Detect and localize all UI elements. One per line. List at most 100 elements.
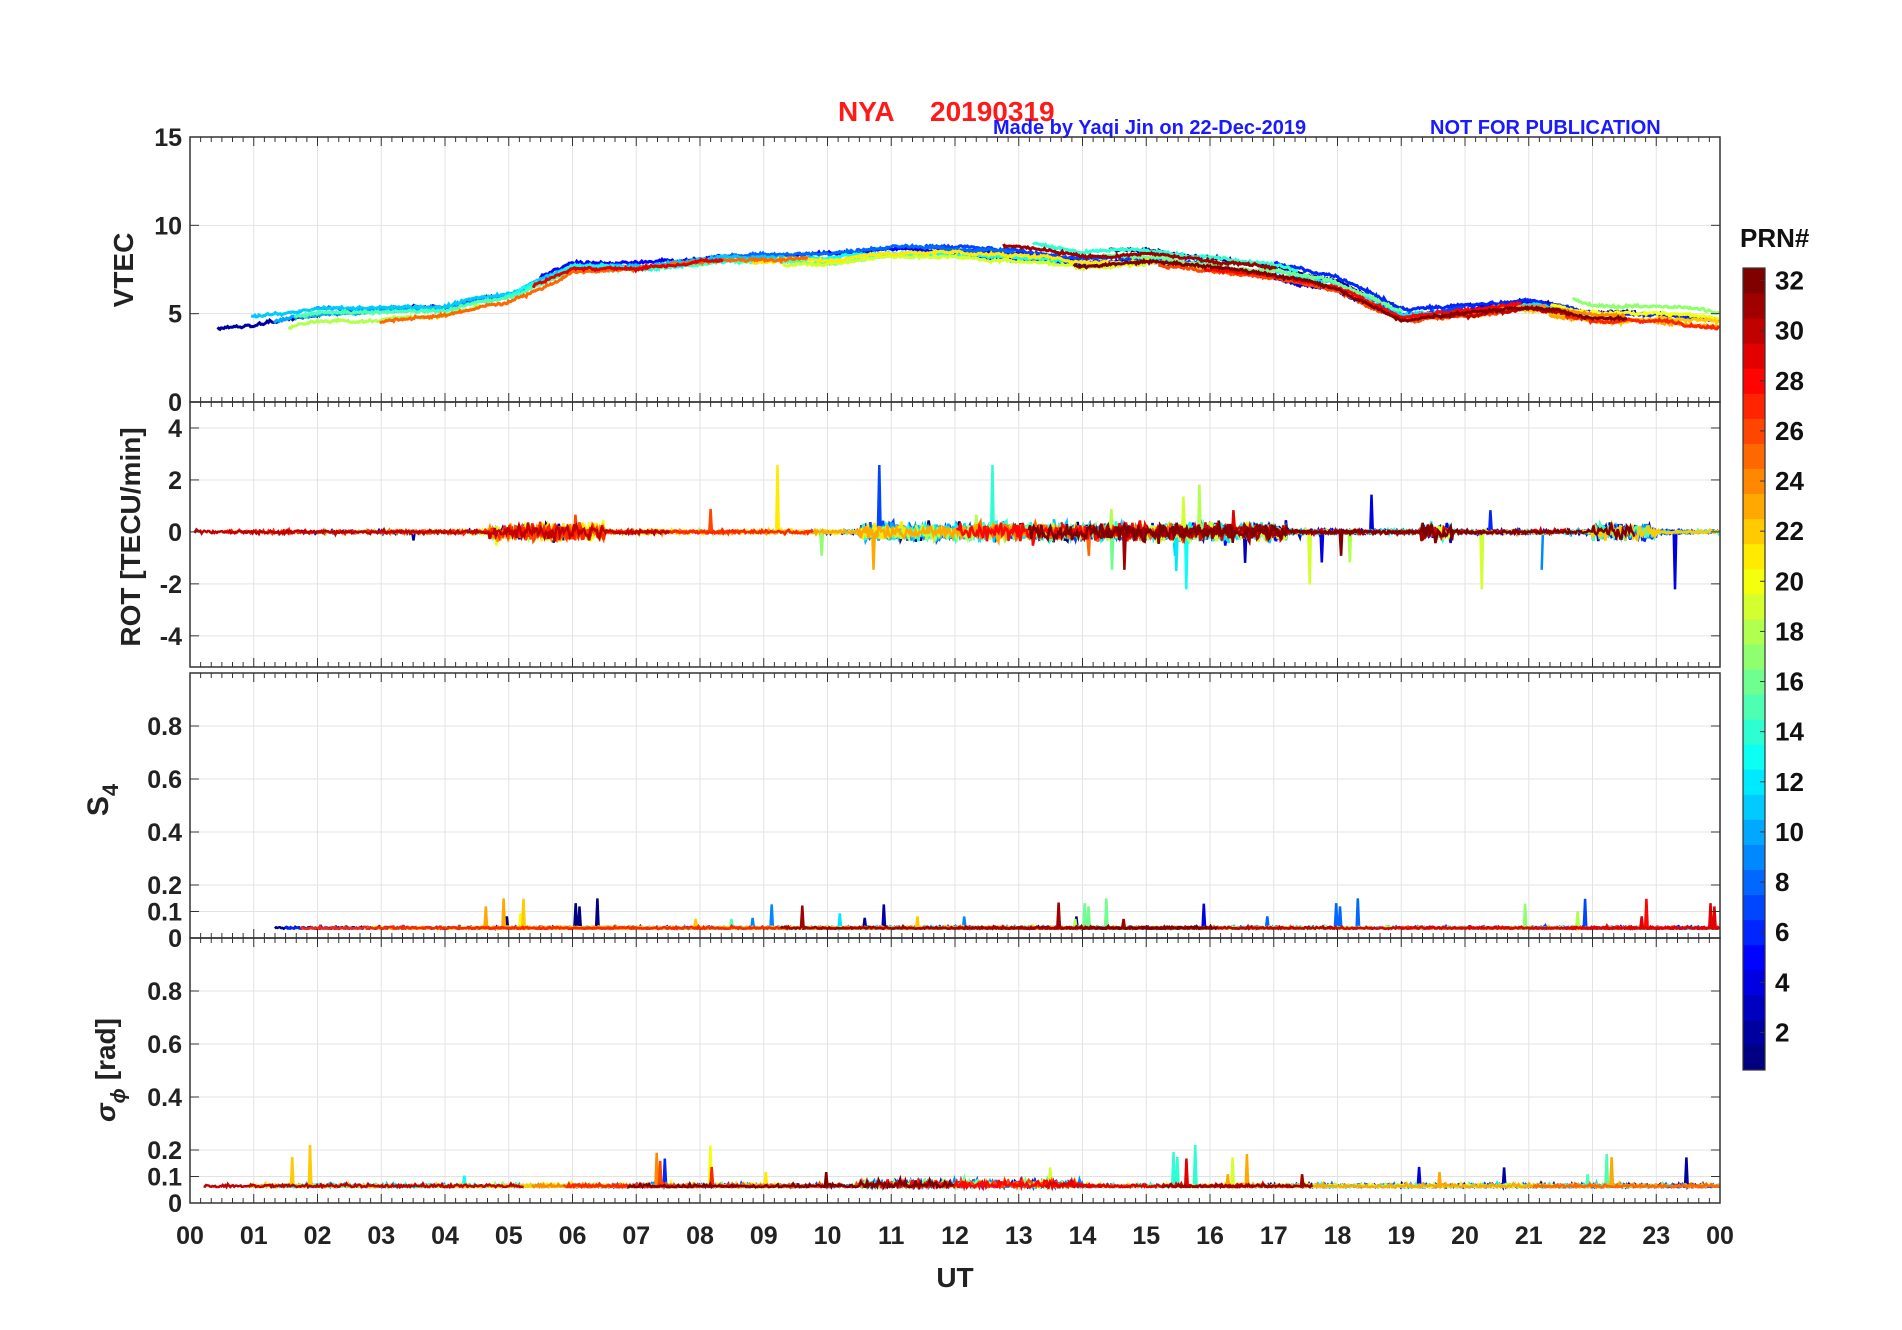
s4-ylabel-sub: 4 <box>98 783 123 796</box>
colorbar-segment <box>1743 669 1765 695</box>
colorbar-segment <box>1743 468 1765 495</box>
colorbar-segment <box>1743 869 1765 896</box>
rot-trace-prn-32 <box>1027 520 1636 556</box>
rot-trace-prn-4 <box>1255 494 1691 590</box>
x-tick-label: 14 <box>1069 1222 1097 1250</box>
svg-text:σϕ[rad]: σϕ [rad] <box>90 1018 130 1122</box>
sigma-phi-trace-prn-22 <box>247 1144 562 1190</box>
colorbar-segment <box>1743 493 1765 520</box>
colorbar-tick-label: 4 <box>1775 967 1790 997</box>
rot-traces <box>193 464 1720 590</box>
x-tick-label: 13 <box>1005 1222 1033 1250</box>
sigma-phi-ytick-label: 0.1 <box>147 1164 182 1192</box>
x-tick-label: 23 <box>1642 1222 1670 1250</box>
colorbar-segment <box>1743 894 1765 921</box>
colorbar-tick-label: 8 <box>1775 867 1789 897</box>
rot-ytick-label: 4 <box>168 415 182 443</box>
s4-trace-prn-9 <box>673 904 974 931</box>
x-tick-label: 08 <box>686 1222 714 1250</box>
colorbar-title: PRN# <box>1740 223 1810 253</box>
colorbar-segment <box>1743 293 1765 319</box>
sigma-phi-ytick-label: 0.4 <box>147 1084 182 1112</box>
colorbar-segment <box>1743 618 1765 645</box>
sigma-phi-trace-prn-6 <box>566 1158 837 1189</box>
vtec-ytick-label: 10 <box>154 212 182 240</box>
colorbar-segment <box>1743 694 1765 720</box>
x-tick-label: 20 <box>1451 1222 1479 1250</box>
sigma-phi-ytick-label: 0 <box>168 1190 182 1218</box>
colorbar-segment <box>1743 719 1765 745</box>
s4-ylabel: S4 <box>82 783 123 816</box>
x-tick-label: 15 <box>1132 1222 1160 1250</box>
s4-ytick-label: 0.6 <box>147 766 182 794</box>
colorbar-segment <box>1743 318 1765 344</box>
title-date: 20190319 <box>930 96 1055 127</box>
colorbar-frame <box>1742 267 1766 1071</box>
colorbar-tick-label: 28 <box>1775 366 1804 396</box>
rot-trace-prn-30 <box>193 520 671 543</box>
sigma-phi-trace-prn-2 <box>1235 1157 1708 1191</box>
colorbar-segment <box>1743 844 1765 870</box>
rot-trace-prn-18 <box>812 484 1361 563</box>
rot-ytick-label: -4 <box>160 623 182 651</box>
sigma-phi-ytick-label: 0.6 <box>147 1031 182 1059</box>
x-tick-label: 01 <box>240 1222 268 1250</box>
sigma-phi-unit: [rad] <box>90 1018 121 1080</box>
colorbar-segment <box>1743 969 1765 996</box>
x-tick-label: 11 <box>878 1222 905 1250</box>
s4-trace-prn-8 <box>1009 898 1560 931</box>
sigma-phi-ylabel: σϕ [rad] <box>90 1018 130 1122</box>
colorbar-tick-label: 10 <box>1775 817 1804 847</box>
x-tick-label: 06 <box>559 1222 587 1250</box>
colorbar-segment <box>1743 744 1765 770</box>
colorbar-tick-label: 30 <box>1775 316 1804 346</box>
s4-ytick-label: 0.8 <box>147 713 182 741</box>
vtec-trace-prn-29 <box>531 257 724 289</box>
x-tick-label: 09 <box>750 1222 778 1250</box>
s4-ytick-label: 0 <box>168 925 182 953</box>
x-tick-label: 03 <box>367 1222 395 1250</box>
colorbar-segment <box>1743 994 1765 1021</box>
vtec-ylabel: VTEC <box>108 233 139 308</box>
rot-ytick-label: 2 <box>168 467 182 495</box>
sigma-phi-trace-prn-30 <box>203 1180 524 1190</box>
colorbar-segment <box>1743 1019 1765 1046</box>
sigma-phi-ytick-label: 0.2 <box>147 1137 182 1165</box>
vtec-trace-prn-27 <box>1564 314 1720 331</box>
colorbar-segment <box>1743 593 1765 620</box>
x-tick-label: 02 <box>304 1222 332 1250</box>
s4-trace-prn-27 <box>299 923 788 931</box>
sigma-phi-sub: ϕ <box>108 1088 130 1103</box>
sigma-phi-trace-prn-31 <box>1161 1174 1314 1190</box>
s4-trace-prn-29 <box>1322 903 1720 931</box>
colorbar-segment <box>1743 418 1765 444</box>
vtec-traces <box>216 241 1720 332</box>
colorbar-segment <box>1743 769 1765 795</box>
s4-traces <box>273 898 1720 933</box>
panels: 051015-4-202400.10.20.40.60.800.10.20.40… <box>147 124 1734 1250</box>
colorbar-tick-label: 12 <box>1775 767 1804 797</box>
colorbar-segment <box>1743 393 1765 419</box>
rot-ytick-label: -2 <box>160 571 182 599</box>
colorbar-segment <box>1743 543 1765 570</box>
svg-text:S4: S4 <box>82 783 123 816</box>
vtec-trace-prn-32 <box>1072 257 1628 323</box>
vtec-trace-prn-17 <box>1571 297 1720 315</box>
x-tick-label: 00 <box>176 1222 204 1250</box>
x-tick-label: 00 <box>1706 1222 1734 1250</box>
colorbar-tick-label: 2 <box>1775 1017 1789 1047</box>
x-tick-label: 10 <box>814 1222 842 1250</box>
sigma-phi-traces <box>203 1144 1720 1192</box>
colorbar-tick-label: 6 <box>1775 917 1789 947</box>
x-tick-label: 04 <box>431 1222 459 1250</box>
credit-text: Made by Yaqi Jin on 22-Dec-2019 <box>993 117 1306 139</box>
x-tick-label: 07 <box>622 1222 650 1250</box>
colorbar-tick-label: 18 <box>1775 616 1804 646</box>
vtec-ytick-label: 0 <box>168 389 182 417</box>
sigma-phi-main: σ <box>90 1102 121 1122</box>
colorbar-segment <box>1743 819 1765 845</box>
x-tick-label: 12 <box>941 1222 969 1250</box>
s4-trace-prn-32 <box>1078 923 1219 931</box>
colorbar-tick-label: 14 <box>1775 717 1804 747</box>
